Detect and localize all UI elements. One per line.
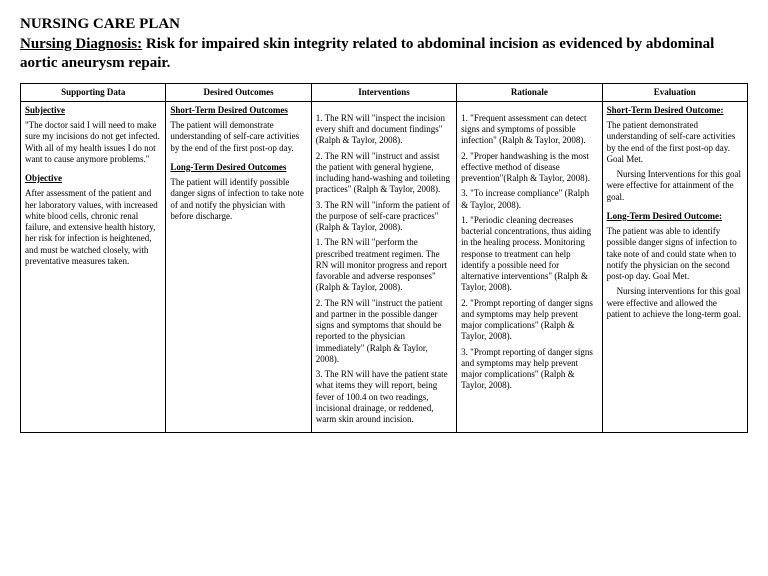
care-plan-table: Supporting Data Desired Outcomes Interve…	[20, 83, 748, 434]
long-term-outcome-text: The patient will identify possible dange…	[170, 177, 306, 222]
cell-interventions: 1. The RN will "inspect the incision eve…	[311, 101, 456, 433]
cell-evaluation: Short-Term Desired Outcome: The patient …	[602, 101, 747, 433]
subjective-text: "The doctor said I will need to make sur…	[25, 120, 161, 165]
cell-rationale: 1. "Frequent assessment can detect signs…	[457, 101, 602, 433]
eval-long-term-heading: Long-Term Desired Outcome:	[607, 211, 722, 221]
intervention-item: 3. The RN will "inform the patient of th…	[316, 200, 452, 234]
intervention-item: 1. The RN will "inspect the incision eve…	[316, 113, 452, 147]
intervention-item: 1. The RN will "perform the prescribed t…	[316, 237, 452, 293]
rationale-item: 1. "Periodic cleaning decreases bacteria…	[461, 215, 597, 294]
col-interventions: Interventions	[311, 83, 456, 101]
rationale-item: 2. "Proper handwashing is the most effec…	[461, 151, 597, 185]
col-rationale: Rationale	[457, 83, 602, 101]
cell-supporting-data: Subjective "The doctor said I will need …	[21, 101, 166, 433]
page-title: NURSING CARE PLAN	[20, 16, 748, 33]
rationale-item: 3. "Prompt reporting of danger signs and…	[461, 347, 597, 392]
subjective-heading: Subjective	[25, 105, 65, 115]
rationale-item: 2. "Prompt reporting of danger signs and…	[461, 298, 597, 343]
rationale-item: 1. "Frequent assessment can detect signs…	[461, 113, 597, 147]
short-term-outcome-text: The patient will demonstrate understandi…	[170, 120, 306, 154]
objective-text: After assessment of the patient and her …	[25, 188, 161, 267]
nursing-diagnosis: Nursing Diagnosis: Risk for impaired ski…	[20, 35, 748, 73]
eval-short-term-heading: Short-Term Desired Outcome:	[607, 105, 724, 115]
intervention-item: 2. The RN will "instruct and assist the …	[316, 151, 452, 196]
col-supporting-data: Supporting Data	[21, 83, 166, 101]
eval-short-term-note: Nursing Interventions for this goal were…	[607, 169, 743, 203]
long-term-outcome-heading: Long-Term Desired Outcomes	[170, 162, 286, 172]
col-evaluation: Evaluation	[602, 83, 747, 101]
intervention-item: 2. The RN will "instruct the patient and…	[316, 298, 452, 366]
table-row: Subjective "The doctor said I will need …	[21, 101, 748, 433]
objective-heading: Objective	[25, 173, 62, 183]
col-desired-outcomes: Desired Outcomes	[166, 83, 311, 101]
table-header-row: Supporting Data Desired Outcomes Interve…	[21, 83, 748, 101]
eval-long-term-note: Nursing interventions for this goal were…	[607, 286, 743, 320]
eval-short-term-text: The patient demonstrated understanding o…	[607, 120, 743, 165]
rationale-item: 3. "To increase compliance" (Ralph & Tay…	[461, 188, 597, 211]
eval-long-term-text: The patient was able to identify possibl…	[607, 226, 743, 282]
cell-desired-outcomes: Short-Term Desired Outcomes The patient …	[166, 101, 311, 433]
intervention-item: 3. The RN will have the patient state wh…	[316, 369, 452, 425]
short-term-outcome-heading: Short-Term Desired Outcomes	[170, 105, 287, 115]
diagnosis-label: Nursing Diagnosis:	[20, 36, 142, 52]
